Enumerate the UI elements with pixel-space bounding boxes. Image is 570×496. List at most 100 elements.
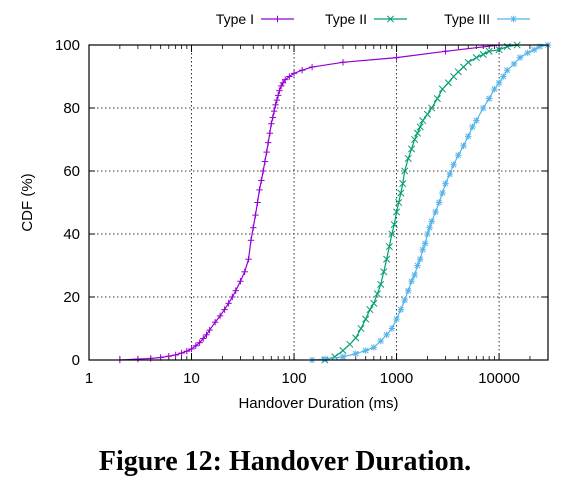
legend-marker xyxy=(510,15,517,23)
data-point xyxy=(485,47,493,55)
data-point xyxy=(472,54,480,62)
data-point xyxy=(401,167,409,175)
data-point xyxy=(188,345,195,353)
data-point xyxy=(229,293,236,301)
data-point xyxy=(428,104,436,112)
y-tick-label: 0 xyxy=(72,352,80,369)
data-point xyxy=(388,325,396,332)
data-point xyxy=(479,50,487,59)
data-point xyxy=(263,148,270,156)
data-point xyxy=(530,46,538,53)
data-point xyxy=(401,296,408,304)
data-point xyxy=(428,218,435,225)
legend-marker xyxy=(274,15,281,23)
series-group xyxy=(116,41,552,364)
data-point xyxy=(352,350,359,357)
data-point xyxy=(411,135,419,144)
data-point xyxy=(408,278,415,285)
data-point xyxy=(419,246,426,253)
data-point xyxy=(362,315,370,323)
data-point xyxy=(254,199,261,206)
x-tick-label: 1 xyxy=(85,370,93,387)
legend-label: Type III xyxy=(444,11,490,27)
data-point xyxy=(370,344,378,351)
data-point xyxy=(504,67,511,74)
data-point xyxy=(339,346,347,355)
data-point xyxy=(196,339,203,346)
data-point xyxy=(393,54,400,61)
data-point xyxy=(282,76,289,83)
data-point xyxy=(380,268,388,276)
series-3 xyxy=(308,41,552,364)
data-point xyxy=(200,335,207,342)
data-point xyxy=(370,299,378,307)
data-point xyxy=(250,224,257,231)
x-tick-label: 10000 xyxy=(478,370,520,387)
data-point xyxy=(414,262,421,269)
data-point xyxy=(407,145,416,153)
data-point xyxy=(286,73,293,80)
data-point xyxy=(268,120,275,127)
y-tick-label: 20 xyxy=(63,289,80,306)
data-point xyxy=(473,117,480,124)
data-point xyxy=(390,220,398,229)
data-point xyxy=(419,117,427,125)
data-point xyxy=(383,255,391,263)
data-point xyxy=(397,189,405,197)
data-point xyxy=(362,347,369,354)
data-point xyxy=(259,167,267,175)
data-point xyxy=(261,158,269,165)
data-point xyxy=(469,123,476,131)
data-point xyxy=(206,326,213,334)
data-point xyxy=(423,110,431,118)
data-point xyxy=(331,353,339,361)
y-tick-label: 60 xyxy=(63,163,80,180)
data-point xyxy=(134,355,142,363)
series-2 xyxy=(321,41,521,364)
data-point xyxy=(273,96,281,104)
data-point xyxy=(442,48,449,55)
data-point xyxy=(465,133,472,140)
data-point xyxy=(232,287,239,294)
data-point xyxy=(225,300,232,307)
legend-entry: Type II xyxy=(325,11,407,27)
data-point xyxy=(256,186,263,194)
y-tick-label: 40 xyxy=(63,226,80,243)
data-point xyxy=(388,230,396,238)
data-point xyxy=(276,87,283,94)
grid xyxy=(89,45,548,360)
data-point xyxy=(460,142,467,149)
data-point xyxy=(339,353,347,361)
series-line xyxy=(119,44,500,361)
plot-frame xyxy=(88,44,549,361)
data-point xyxy=(192,342,199,350)
data-point xyxy=(339,59,347,66)
data-point xyxy=(480,104,487,112)
data-point xyxy=(272,101,279,109)
data-point xyxy=(147,355,154,362)
x-axis-label: Handover Duration (ms) xyxy=(238,395,398,412)
data-point xyxy=(366,306,374,314)
data-point xyxy=(172,351,179,359)
data-point xyxy=(485,95,493,102)
data-point xyxy=(491,85,498,93)
data-point xyxy=(216,312,224,320)
data-point xyxy=(393,315,400,323)
data-point xyxy=(165,353,172,360)
legend-entry: Type III xyxy=(444,11,530,27)
data-point xyxy=(455,152,462,159)
data-point xyxy=(377,337,384,345)
figure-caption: Figure 12: Handover Duration. xyxy=(98,446,472,477)
data-point xyxy=(411,271,418,279)
data-point xyxy=(405,287,412,294)
data-point xyxy=(416,123,424,131)
legend-label: Type II xyxy=(325,11,367,27)
y-axis-label: CDF (%) xyxy=(19,173,36,231)
data-point xyxy=(404,154,412,162)
data-point xyxy=(510,60,518,68)
axis-ticks: 0 20 40 60 80 100 1 10 100 1000 10000 xyxy=(55,37,549,387)
data-point xyxy=(203,331,210,338)
data-point xyxy=(442,180,449,187)
data-point xyxy=(495,79,503,86)
